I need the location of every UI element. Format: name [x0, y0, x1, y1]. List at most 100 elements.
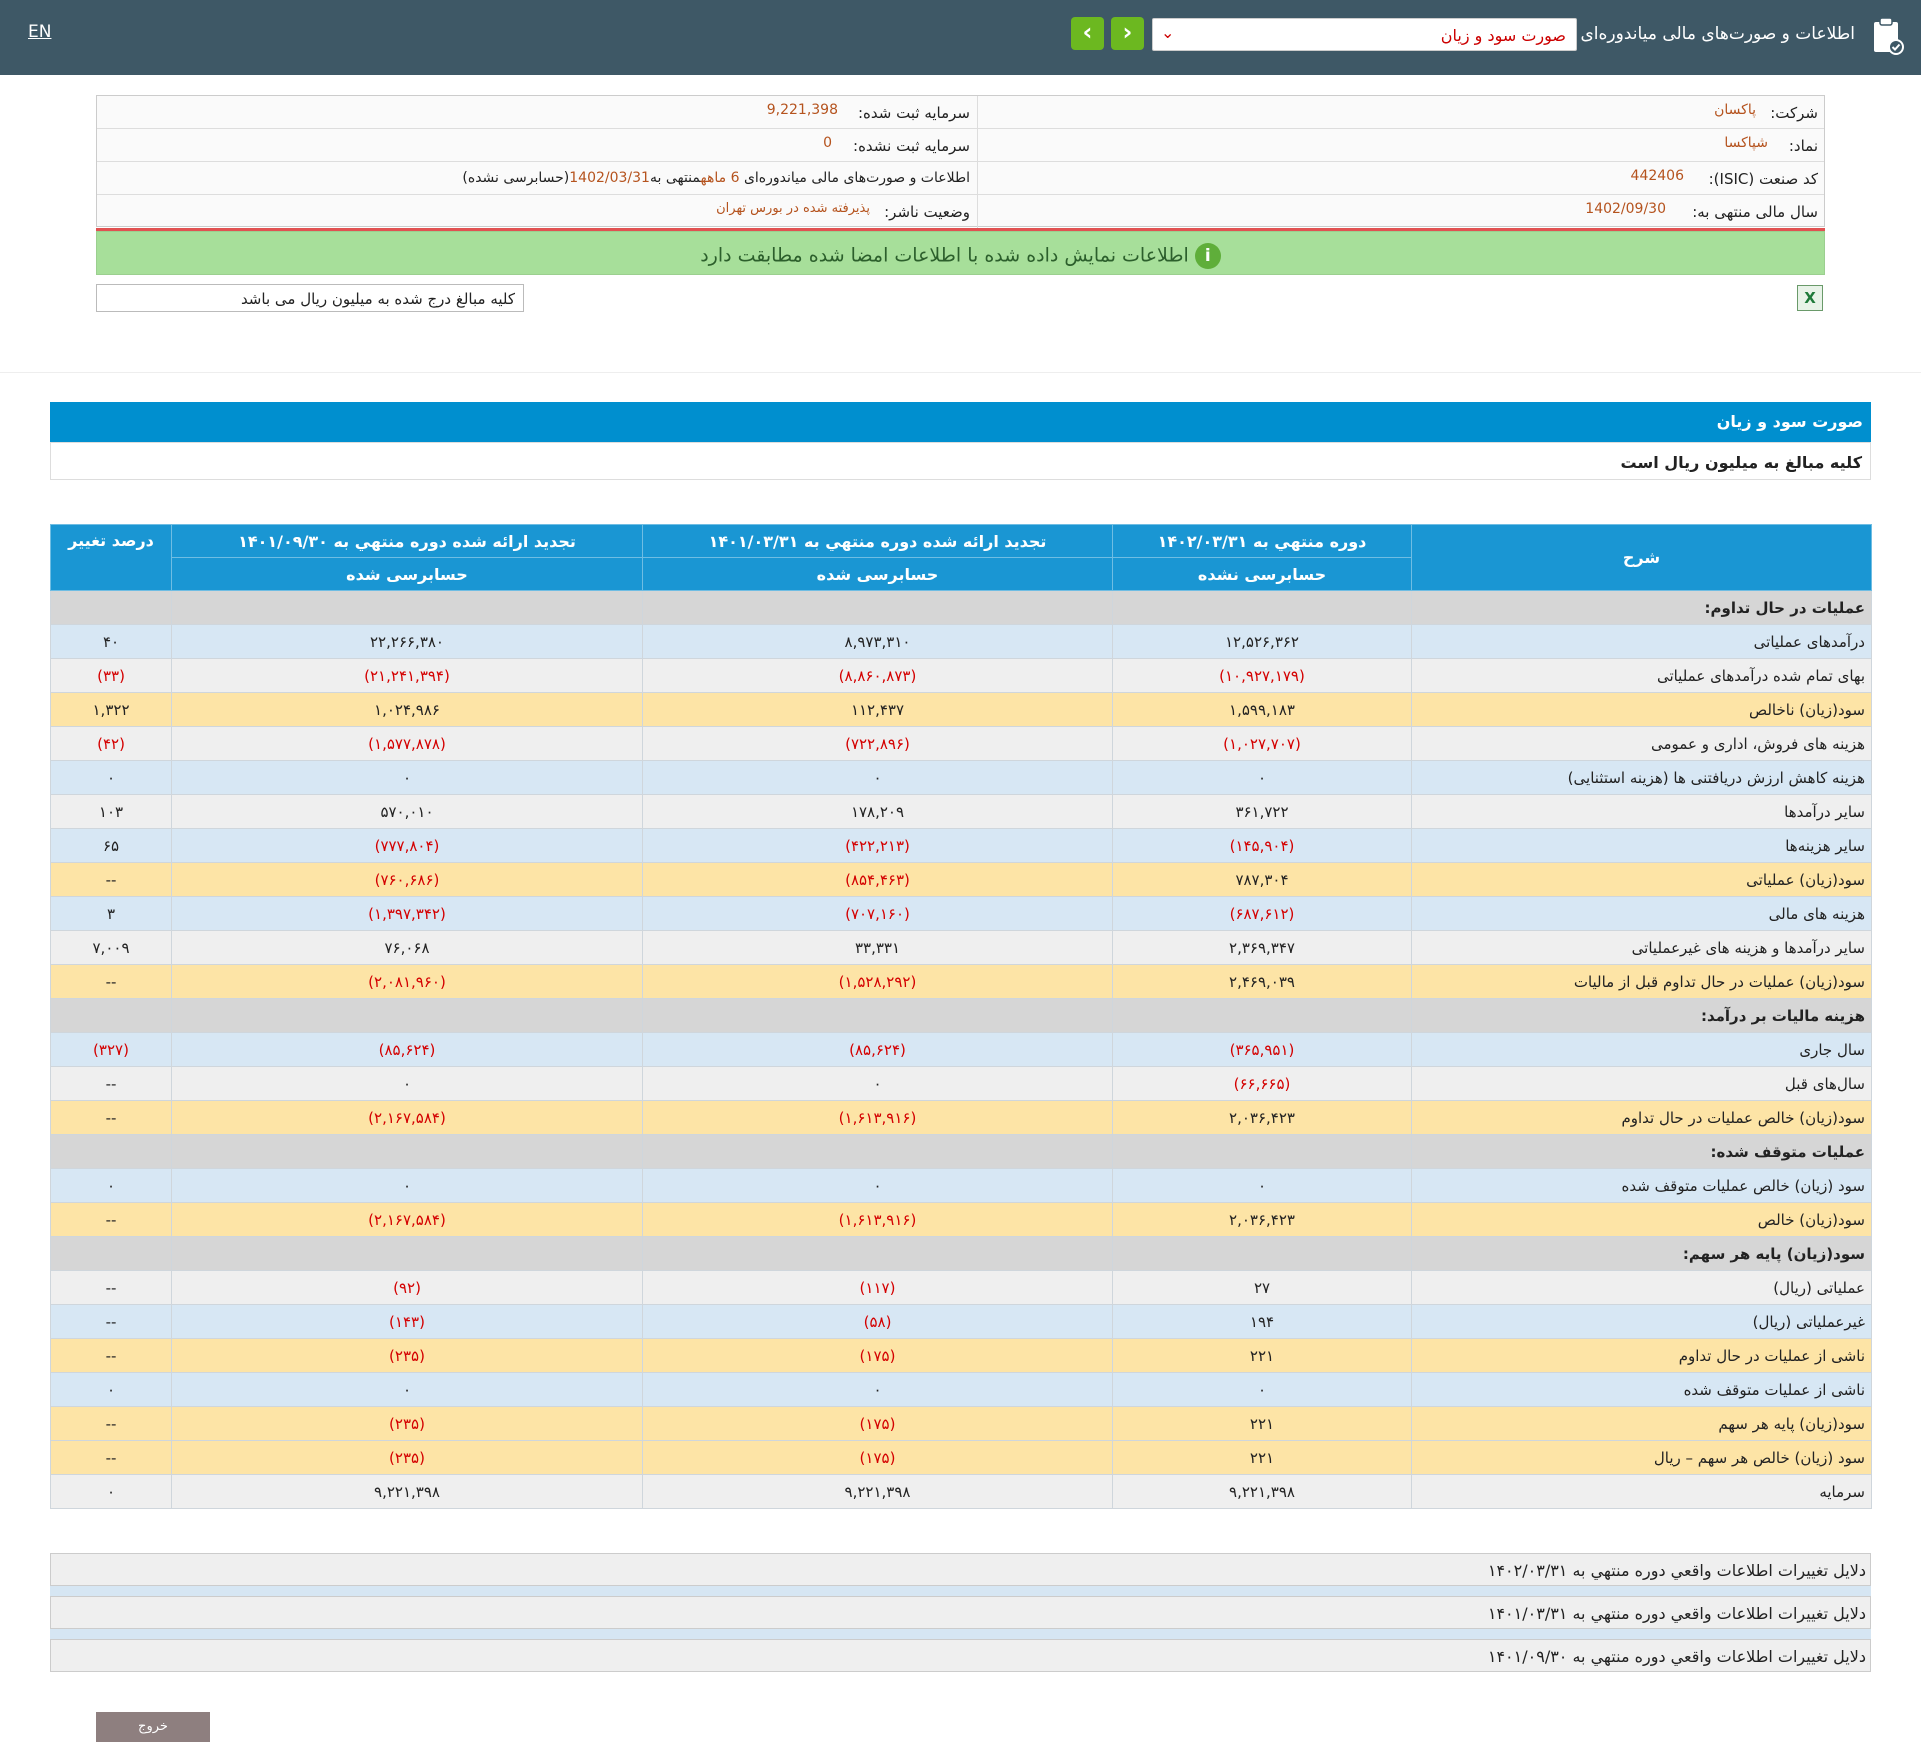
clipboard-check-icon: [1874, 17, 1904, 55]
cell-period-1: ۲۷: [1112, 1270, 1412, 1305]
units-note: کلیه مبالغ درج شده به میلیون ریال می باش…: [96, 284, 524, 312]
section-subtitle-bar: کلیه مبالغ به میلیون ریال است: [50, 442, 1871, 480]
cell-change: (۴۲): [50, 726, 172, 761]
table-row: سود(زيان) ناخالص ۱,۵۹۹,۱۸۳ ۱۱۲,۴۳۷ ۱,۰۲۴,۹۸…: [50, 692, 1872, 727]
row-description: هزينه هاى فروش، ادارى و عمومى: [1411, 726, 1872, 761]
cell-period-3: ۰: [171, 1066, 643, 1101]
cell-period-2: ۰: [642, 1168, 1113, 1203]
section-subtitle: کلیه مبالغ به میلیون ریال است: [1620, 453, 1862, 472]
table-row: درآمدهای عملیاتی ۱۲,۵۲۶,۳۶۲ ۸,۹۷۳,۳۱۰ ۲۲,۲۶…: [50, 624, 1872, 659]
cell-period-3: (۲۳۵): [171, 1440, 643, 1475]
table-row: سال‌های قبل (۶۶,۶۶۵) ۰ ۰ --: [50, 1066, 1872, 1101]
cell-period-1: ۱۲,۵۲۶,۳۶۲: [1112, 624, 1412, 659]
table-body: عملیات در حال تداوم: درآمدهای عملیاتی ۱۲,۵…: [50, 590, 1872, 1509]
section-row: سود(زیان) پایه هر سهم:: [50, 1236, 1872, 1271]
row-description: ساير درآمدها و هزينه هاى غيرعملياتى: [1411, 930, 1872, 965]
cell-change: [50, 1236, 172, 1271]
chevron-down-icon: ⌄: [1161, 23, 1175, 42]
row-description: ناشی از عملیات در حال تداوم: [1411, 1338, 1872, 1373]
cell-period-1: ۲۲۱: [1112, 1406, 1412, 1441]
cell-period-1: (۶۸۷,۶۱۲): [1112, 896, 1412, 931]
cell-change: ۰: [50, 760, 172, 795]
row-description: سال‌های قبل: [1411, 1066, 1872, 1101]
cell-period-1: ۹,۲۲۱,۳۹۸: [1112, 1474, 1412, 1509]
reason-row[interactable]: دلایل تغییرات اطلاعات واقعي دوره منتهي ب…: [50, 1553, 1871, 1586]
cell-period-3: (۲۳۵): [171, 1406, 643, 1441]
exit-button[interactable]: خروج: [96, 1712, 210, 1742]
row-description: عملیاتی (ریال): [1411, 1270, 1872, 1305]
row-description: سال جاری: [1411, 1032, 1872, 1067]
cell-change: --: [50, 1440, 172, 1475]
row-description: هزینه کاهش ارزش دریافتنی ها (هزینه استثن…: [1411, 760, 1872, 795]
cell-period-2: (۱,۶۱۳,۹۱۶): [642, 1100, 1113, 1135]
table-row: سود(زيان) پايه هر سهم ۲۲۱ (۱۷۵) (۲۳۵) --: [50, 1406, 1872, 1441]
cell-period-3: [171, 998, 643, 1033]
symbol-field: نماد: شپاکسا: [1724, 135, 1818, 155]
cell-period-3: ۰: [171, 760, 643, 795]
row-description: سود(زیان) پایه هر سهم:: [1411, 1236, 1872, 1271]
cell-change: --: [50, 1066, 172, 1101]
report-type-select[interactable]: صورت سود و زیان ⌄: [1152, 18, 1577, 51]
prev-report-button[interactable]: ‹: [1071, 17, 1104, 50]
cell-period-3: ۲۲,۲۶۶,۳۸۰: [171, 624, 643, 659]
cell-period-3: [171, 590, 643, 625]
cell-period-1: (۶۶,۶۶۵): [1112, 1066, 1412, 1101]
language-toggle[interactable]: EN: [28, 22, 52, 42]
unregistered-capital-field: سرمایه ثبت نشده: 0: [823, 135, 970, 155]
cell-change: ۷,۰۰۹: [50, 930, 172, 965]
excel-icon[interactable]: X: [1797, 285, 1823, 311]
cell-period-1: ۲۲۱: [1112, 1440, 1412, 1475]
cell-period-2: [642, 1134, 1113, 1169]
cell-change: [50, 998, 172, 1033]
cell-period-3: (۸۵,۶۲۴): [171, 1032, 643, 1067]
next-report-button[interactable]: ›: [1111, 17, 1144, 50]
capital-value: 9,221,398: [766, 102, 838, 118]
row-description: سود(زيان) خالص: [1411, 1202, 1872, 1237]
table-row: هزینه کاهش ارزش دریافتنی ها (هزینه استثن…: [50, 760, 1872, 795]
signature-match-banner: iاطلاعات نمایش داده شده با اطلاعات امضا …: [96, 231, 1825, 275]
cell-period-1: ۷۸۷,۳۰۴: [1112, 862, 1412, 897]
cell-period-2: [642, 1236, 1113, 1271]
report-description: اطلاعات و صورت‌های مالی میاندوره‌ای 6 ما…: [462, 170, 970, 186]
cell-period-2: ۰: [642, 760, 1113, 795]
table-subheader-row: حسابرسی نشده حسابرسی شده حسابرسی شده: [51, 557, 1872, 591]
isic-value: 442406: [1630, 168, 1684, 184]
row-description: درآمدهای عملیاتی: [1411, 624, 1872, 659]
cell-period-2: (۱۷۵): [642, 1338, 1113, 1373]
reason-row[interactable]: دلایل تغییرات اطلاعات واقعي دوره منتهي ب…: [50, 1596, 1871, 1629]
table-row: سود(زيان) عمليات در حال تداوم قبل از مال…: [50, 964, 1872, 999]
cell-change: ۱,۳۲۲: [50, 692, 172, 727]
cell-change: --: [50, 862, 172, 897]
reason-row[interactable]: دلایل تغییرات اطلاعات واقعي دوره منتهي ب…: [50, 1639, 1871, 1672]
cell-period-2: ۹,۲۲۱,۳۹۸: [642, 1474, 1113, 1509]
header-col2: تجدید ارائه شده دوره منتهي به ۱۴۰۱/۰۳/۳۱: [642, 524, 1113, 558]
header-change: درصد تغيير: [50, 524, 172, 591]
company-field: شرکت: پاکسان: [1714, 102, 1818, 122]
cell-change: --: [50, 1100, 172, 1135]
capital-field: سرمایه ثبت شده: 9,221,398: [766, 102, 970, 122]
report-type-value: صورت سود و زیان: [1440, 26, 1566, 45]
cell-period-3: ۰: [171, 1372, 643, 1407]
cell-period-1: [1112, 1236, 1412, 1271]
cell-change: ۰: [50, 1372, 172, 1407]
cell-period-1: ۲,۴۶۹,۰۳۹: [1112, 964, 1412, 999]
income-statement-table: شرح دوره منتهي به ۱۴۰۲/۰۳/۳۱ تجدید ارائه…: [50, 524, 1872, 1509]
table-row: غیرعملیاتی (ریال) ۱۹۴ (۵۸) (۱۴۳) --: [50, 1304, 1872, 1339]
table-row: سود(زيان) عملياتى ۷۸۷,۳۰۴ (۸۵۴,۴۶۳) (۷۶۰,۶۸…: [50, 862, 1872, 897]
cell-change: --: [50, 1270, 172, 1305]
row-description: ناشی از عملیات متوقف شده: [1411, 1372, 1872, 1407]
row-description: عملیات متوقف شده:: [1411, 1134, 1872, 1169]
cell-period-2: (۱۷۵): [642, 1440, 1113, 1475]
row-description: غیرعملیاتی (ریال): [1411, 1304, 1872, 1339]
cell-period-3: (۱۴۳): [171, 1304, 643, 1339]
cell-period-2: [642, 590, 1113, 625]
cell-period-3: (۲,۰۸۱,۹۶۰): [171, 964, 643, 999]
row-description: سود(زيان) عمليات در حال تداوم قبل از مال…: [1411, 964, 1872, 999]
header-col1: دوره منتهي به ۱۴۰۲/۰۳/۳۱: [1112, 524, 1412, 558]
table-row: ناشی از عملیات در حال تداوم ۲۲۱ (۱۷۵) (۲۳۵)…: [50, 1338, 1872, 1373]
cell-period-3: ۷۶,۰۶۸: [171, 930, 643, 965]
cell-period-2: (۱,۵۲۸,۲۹۲): [642, 964, 1113, 999]
cell-period-2: (۱۷۵): [642, 1406, 1113, 1441]
divider: [96, 228, 1825, 231]
cell-period-3: (۲۱,۲۴۱,۳۹۴): [171, 658, 643, 693]
